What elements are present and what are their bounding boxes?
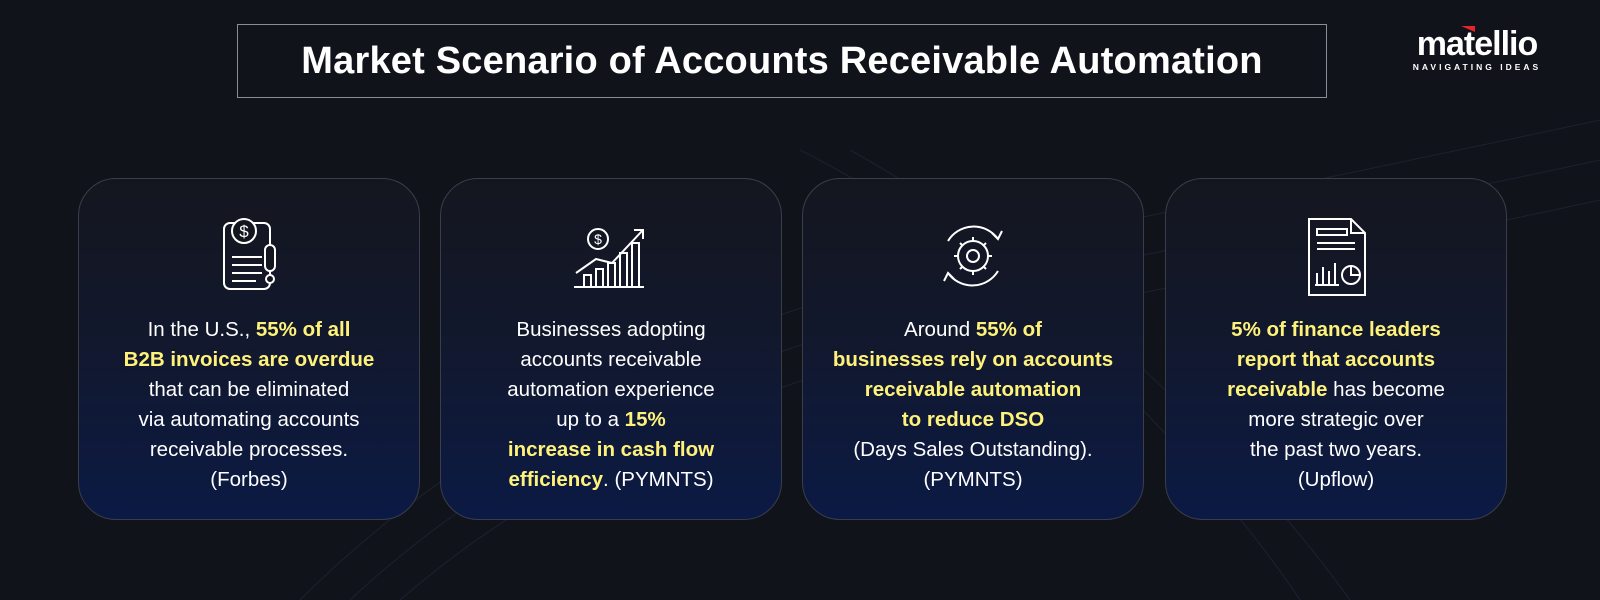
text-line: that can be eliminated [89,375,409,405]
invoice-alert-icon: $ [223,218,276,290]
text-line: receivable processes. [89,435,409,465]
highlight-text: receivable [1227,378,1328,401]
stat-card-1: $ In the U.S., 55% of all B2B invoices ar… [78,178,420,520]
text-line: automation experience [451,375,771,405]
text-line: receivable has become [1176,375,1496,405]
logo-tagline: NAVIGATING IDEAS [1412,62,1542,72]
body-text: Businesses adopting [516,318,706,341]
matellio-logo: matellio NAVIGATING IDEAS [1392,25,1562,72]
text-line: (PYMNTS) [813,465,1133,495]
body-text: (Forbes) [210,468,288,491]
text-line: In the U.S., 55% of all [89,315,409,345]
title-box: Market Scenario of Accounts Receivable A… [237,24,1327,98]
body-text: the past two years. [1249,438,1423,461]
body-text: up to a [556,408,625,431]
stat-card-2: $ Businesses adopting accounts receivable… [440,178,782,520]
text-line: accounts receivable [451,345,771,375]
svg-text:$: $ [594,231,602,247]
logo-wordmark: matellio [1416,25,1538,63]
svg-text:$: $ [239,222,249,241]
card-text: Around 55% of businesses rely on accounts… [813,315,1133,495]
text-line: Around 55% of [813,315,1133,345]
body-text: has become [1327,378,1445,401]
text-line: receivable automation [813,375,1133,405]
highlight-text: B2B invoices are overdue [123,348,375,371]
body-text: In the U.S., [147,318,256,341]
text-line: B2B invoices are overdue [89,345,409,375]
highlight-text: to reduce DSO [901,408,1045,431]
text-line: (Forbes) [89,465,409,495]
body-text: accounts receivable [520,348,702,371]
text-line: the past two years. [1176,435,1496,465]
highlight-text: report that accounts [1236,348,1436,371]
text-line: increase in cash flow [451,435,771,465]
card-text: 5% of finance leaders report that account… [1176,315,1496,495]
highlight-text: 15% [624,408,666,431]
text-line: efficiency. (PYMNTS) [451,465,771,495]
highlight-text: receivable automation [864,378,1082,401]
text-line: more strategic over [1176,405,1496,435]
text-line: (Upflow) [1176,465,1496,495]
body-text: via automating accounts [138,408,360,431]
gear-cycle-icon [943,225,1003,287]
body-text: receivable processes. [149,438,349,461]
text-line: businesses rely on accounts [813,345,1133,375]
body-text: automation experience [507,378,715,401]
body-text: . (PYMNTS) [603,468,714,491]
body-text: (Upflow) [1297,468,1375,491]
text-line: to reduce DSO [813,405,1133,435]
body-text: Around [904,318,976,341]
text-line: report that accounts [1176,345,1496,375]
body-text: (Days Sales Outstanding). [853,438,1093,461]
highlight-text: 55% of all [255,318,351,341]
body-text: that can be eliminated [148,378,350,401]
growth-chart-icon: $ [574,228,644,288]
logo-accent-flag [1460,26,1475,32]
card-text: In the U.S., 55% of all B2B invoices are … [89,315,409,495]
text-line: 5% of finance leaders [1176,315,1496,345]
card-text: Businesses adopting accounts receivable au… [451,315,771,495]
page-title: Market Scenario of Accounts Receivable A… [301,39,1263,82]
highlight-text: efficiency [508,468,604,491]
highlight-text: businesses rely on accounts [832,348,1114,371]
stat-card-4: 5% of finance leaders report that account… [1165,178,1507,520]
highlight-text: 55% of [975,318,1042,341]
text-line: Businesses adopting [451,315,771,345]
body-text: more strategic over [1248,408,1424,431]
text-line: up to a 15% [451,405,771,435]
text-line: via automating accounts [89,405,409,435]
report-document-icon [1308,218,1366,296]
body-text: (PYMNTS) [923,468,1023,491]
highlight-text: increase in cash flow [507,438,715,461]
stat-card-3: Around 55% of businesses rely on accounts… [802,178,1144,520]
text-line: (Days Sales Outstanding). [813,435,1133,465]
highlight-text: 5% of finance leaders [1231,318,1441,341]
